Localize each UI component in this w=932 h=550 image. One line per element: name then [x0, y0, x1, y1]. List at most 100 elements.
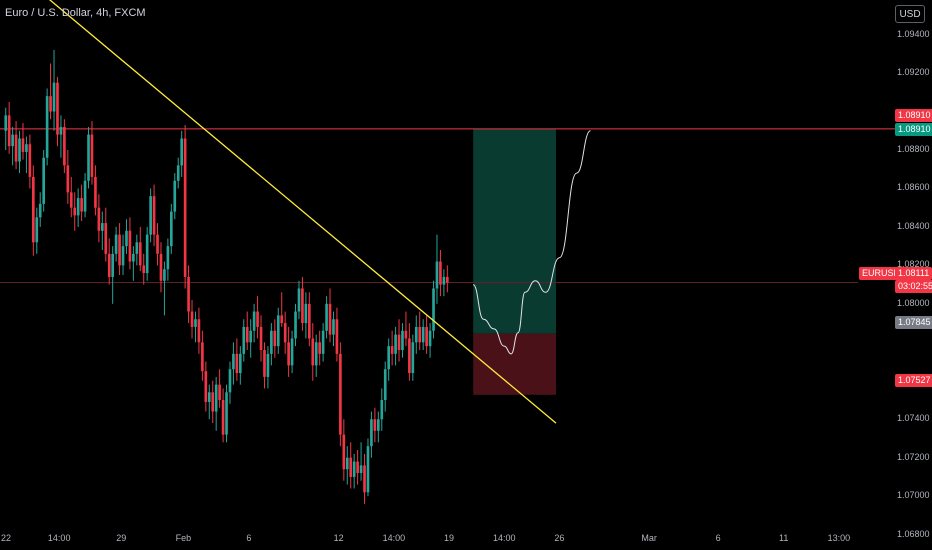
candle	[349, 457, 353, 477]
candle	[266, 353, 270, 377]
y-tick-label: 1.08200	[897, 259, 930, 270]
candle	[359, 465, 363, 474]
y-tick-label: 1.08800	[897, 144, 930, 154]
candle	[308, 303, 311, 339]
candle	[256, 311, 259, 327]
candle	[97, 207, 101, 231]
candle	[294, 311, 297, 339]
candle	[242, 326, 246, 354]
currency-button[interactable]: USD	[895, 5, 925, 23]
candle	[446, 276, 449, 283]
candle	[107, 253, 111, 277]
x-tick-label: 11	[779, 533, 789, 543]
candle	[232, 353, 235, 370]
y-tick-label: 1.07400	[897, 413, 930, 424]
candle	[25, 144, 28, 152]
candle	[377, 419, 380, 431]
candle	[56, 82, 59, 135]
candle	[259, 326, 263, 350]
x-tick-label: 14:00	[47, 533, 71, 543]
projection-path	[472, 130, 591, 355]
candle	[111, 253, 114, 277]
candle	[7, 115, 11, 147]
candle	[152, 196, 156, 235]
candle	[142, 265, 146, 274]
candle	[318, 342, 321, 354]
candle	[287, 342, 290, 366]
candle	[94, 176, 97, 208]
candle	[187, 276, 190, 312]
candle	[156, 234, 159, 254]
candle	[87, 134, 90, 181]
y-tick-label: 1.07200	[897, 451, 930, 462]
candle	[38, 203, 42, 218]
candle	[228, 369, 232, 393]
candle	[173, 180, 177, 212]
candle	[63, 126, 66, 166]
candle	[273, 330, 277, 347]
candle	[404, 330, 408, 339]
candle	[45, 96, 49, 158]
current-price-tag: 1.08111	[895, 267, 932, 280]
candle	[380, 400, 384, 420]
candle	[149, 196, 152, 235]
y-tick-label: 1.08400	[897, 220, 930, 231]
candle	[218, 384, 221, 400]
y-tick-label: 1.07000	[897, 490, 930, 501]
x-tick-label: Mar	[641, 533, 657, 543]
candle	[356, 461, 359, 474]
countdown-tag: 03:02:55	[895, 280, 932, 293]
candle	[125, 230, 128, 247]
candle	[42, 157, 45, 204]
candle	[283, 323, 287, 343]
candle	[370, 419, 373, 447]
candle	[325, 303, 328, 331]
candle	[73, 207, 77, 216]
candle	[401, 330, 404, 350]
candle	[83, 180, 87, 212]
candle	[418, 326, 422, 343]
candle	[66, 165, 70, 193]
candle	[239, 353, 242, 374]
candle	[14, 134, 18, 162]
candle	[270, 330, 273, 354]
candle	[104, 223, 108, 254]
candle	[80, 198, 83, 212]
candle	[221, 400, 225, 435]
stop-price-tag: 1.07527	[895, 374, 932, 387]
candle	[366, 446, 370, 493]
candle	[383, 369, 387, 400]
candle	[397, 334, 401, 350]
candle	[321, 330, 325, 354]
candle	[314, 342, 318, 366]
candle	[394, 334, 397, 354]
candle	[76, 198, 80, 216]
candle	[373, 419, 377, 431]
candle	[414, 326, 418, 343]
candle	[211, 392, 215, 412]
x-tick-label: Feb	[175, 533, 192, 543]
x-tick-label: 19	[444, 533, 455, 543]
candle	[194, 319, 197, 327]
candle	[432, 288, 435, 331]
x-tick-label: 29	[116, 533, 127, 543]
candle	[132, 253, 135, 262]
x-tick-label: 6	[715, 533, 721, 543]
target-price-tag: 1.08910	[895, 123, 932, 136]
x-tick-label: 14:00	[382, 533, 406, 543]
candle	[4, 115, 8, 131]
target-zone	[473, 128, 556, 334]
candle	[311, 338, 315, 366]
candle	[90, 134, 94, 177]
candle	[345, 457, 349, 470]
candle	[135, 242, 139, 254]
candle	[252, 311, 256, 331]
symbol-tag: EURUSD	[859, 267, 904, 280]
candle	[280, 315, 284, 324]
candle	[101, 223, 104, 231]
entry-price-tag: 1.07845	[895, 316, 932, 329]
candle	[201, 342, 204, 372]
candle	[18, 138, 21, 162]
candle	[166, 246, 170, 270]
